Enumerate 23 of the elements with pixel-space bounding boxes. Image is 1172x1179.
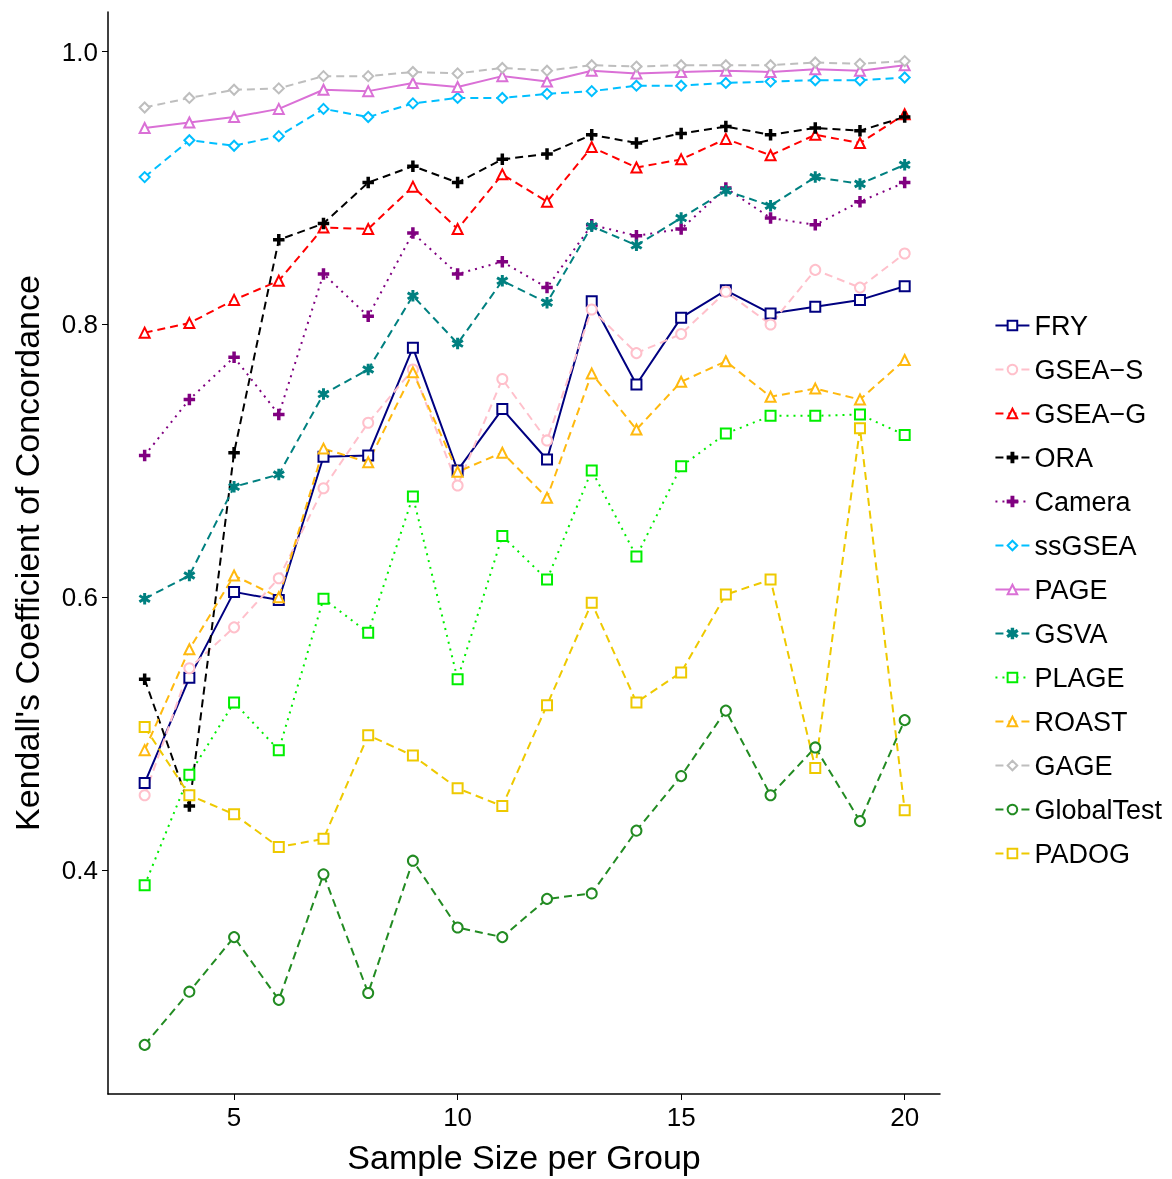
- legend-label: Camera: [1034, 486, 1132, 517]
- legend-label: FRY: [1034, 310, 1088, 341]
- legend-label: PLAGE: [1034, 662, 1125, 693]
- y-tick-label: 0.4: [61, 855, 98, 886]
- legend-label: GSEA−S: [1034, 354, 1144, 385]
- x-tick-label: 5: [226, 1102, 242, 1132]
- x-tick-label: 10: [443, 1102, 473, 1132]
- x-tick-label: 20: [890, 1102, 920, 1132]
- x-tick-label: 15: [666, 1102, 696, 1132]
- legend-label: ssGSEA: [1034, 530, 1137, 561]
- legend-label: GSEA−G: [1034, 398, 1147, 429]
- y-tick-label: 0.6: [61, 582, 98, 613]
- y-tick-label: 0.8: [61, 309, 98, 340]
- y-tick-label: 1.0: [61, 36, 98, 67]
- legend-label: GlobalTest: [1034, 794, 1163, 825]
- x-axis-title: Sample Size per Group: [347, 1138, 701, 1176]
- legend-label: GSVA: [1034, 618, 1108, 649]
- legend-label: PAGE: [1034, 574, 1108, 605]
- legend-label: ORA: [1034, 442, 1093, 473]
- legend-label: PADOG: [1034, 838, 1130, 869]
- y-axis-title: Kendall's Coefficient of Concordance: [8, 275, 46, 831]
- legend-label: GAGE: [1034, 750, 1113, 781]
- legend-label: ROAST: [1034, 706, 1128, 737]
